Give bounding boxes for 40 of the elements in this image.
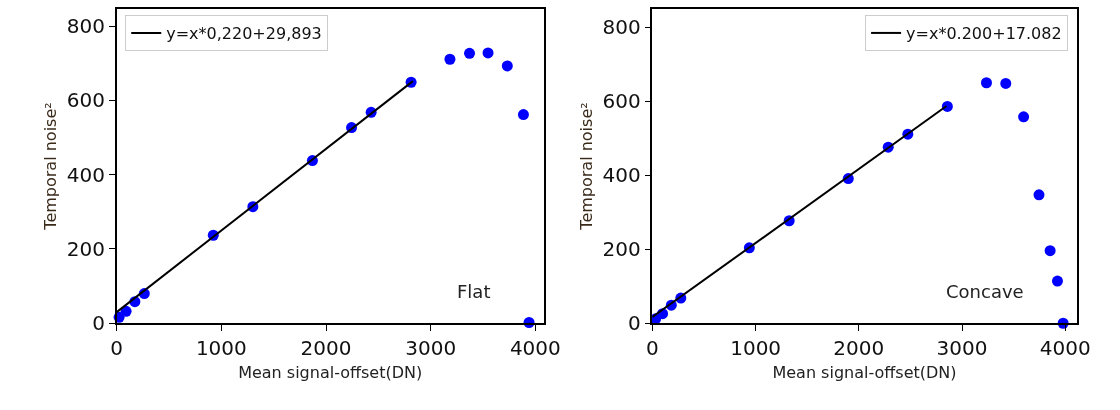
x-axis-title: Mean signal-offset(DN) [772, 363, 957, 383]
point [1033, 189, 1045, 201]
x-tick-label: 2000 [833, 336, 885, 360]
y-axis-title: Temporal noise² [576, 102, 596, 231]
point [444, 53, 456, 65]
point [120, 305, 132, 317]
annotation: Concave [946, 281, 1024, 302]
y-tick-label: 400 [66, 162, 105, 187]
x-tick-label: 2000 [300, 336, 352, 360]
y-axis-title: Temporal noise² [41, 102, 61, 231]
point [980, 77, 992, 89]
point [482, 47, 494, 59]
point [1044, 245, 1056, 257]
x-tick-label: 0 [110, 336, 124, 360]
x-tick-label: 1000 [195, 336, 247, 360]
point [464, 47, 476, 59]
x-tick-label: 3000 [405, 336, 457, 360]
y-tick-label: 0 [92, 311, 105, 336]
y-tick-label: 600 [66, 88, 105, 113]
point [517, 109, 529, 121]
x-tick-label: 4000 [509, 336, 561, 360]
y-tick-label: 0 [627, 311, 641, 336]
x-axis-title: Mean signal-offset(DN) [238, 363, 423, 383]
annotation: Flat [457, 281, 491, 302]
x-tick-label: 1000 [730, 336, 782, 360]
point [501, 60, 513, 72]
y-tick-label: 800 [602, 15, 641, 40]
legend-label: y=x*0,220+29,893 [166, 24, 322, 44]
point [1018, 111, 1030, 123]
y-tick-label: 400 [602, 163, 641, 188]
point [1051, 275, 1063, 287]
y-tick-label: 200 [602, 237, 641, 262]
point [1000, 77, 1012, 89]
y-tick-label: 200 [66, 236, 105, 261]
y-tick-label: 800 [66, 14, 105, 39]
legend-label: y=x*0.200+17.082 [906, 24, 1062, 44]
y-tick-label: 600 [602, 89, 641, 114]
x-tick-label: 4000 [1039, 336, 1091, 360]
x-tick-label: 3000 [936, 336, 988, 360]
x-tick-label: 0 [646, 336, 659, 360]
